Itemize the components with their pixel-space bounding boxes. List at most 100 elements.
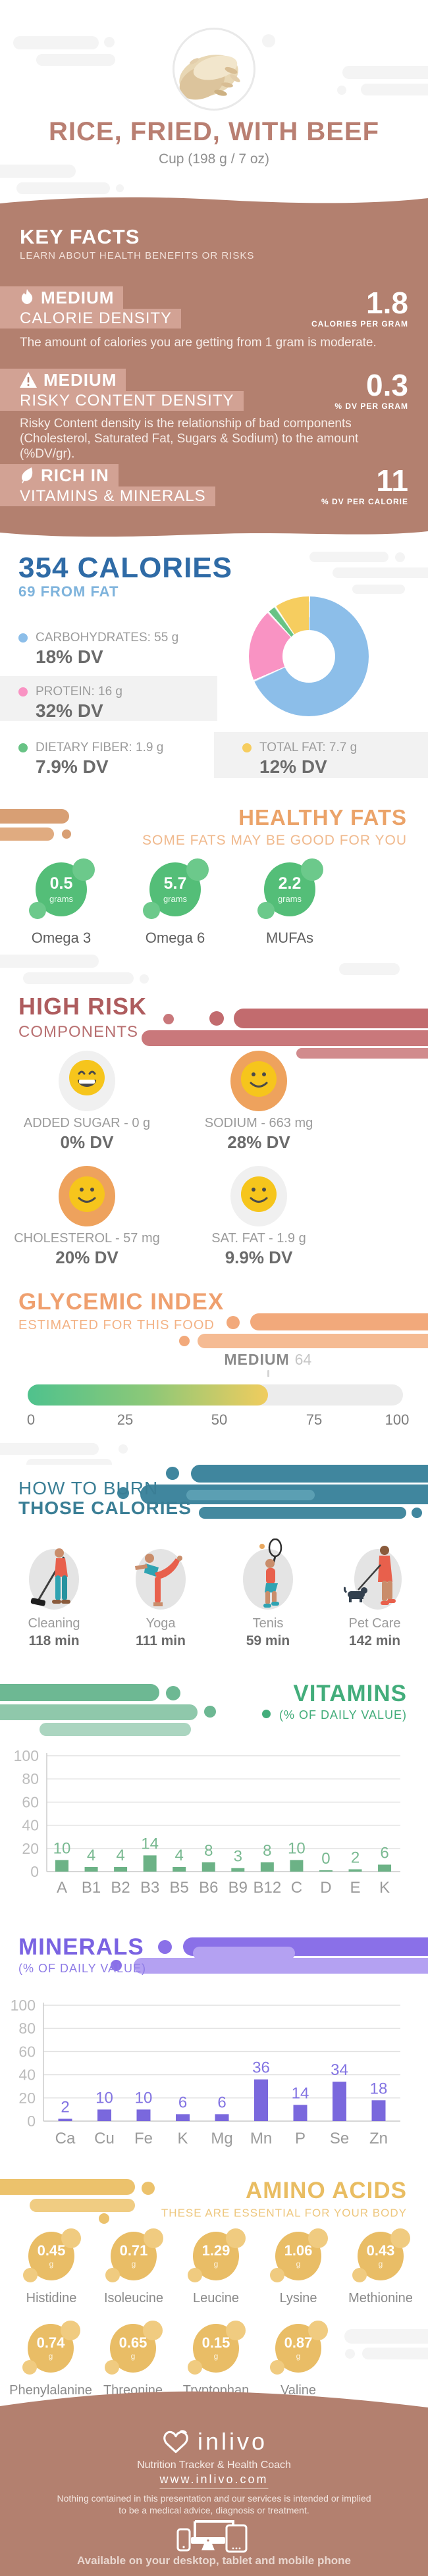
minerals-section: MINERALS (% OF DAILY VALUE) 100 80 60 40 20 0… (0, 1916, 428, 2166)
svg-text:60: 60 (18, 2043, 36, 2060)
availability-text: Available on your desktop, tablet and mo… (77, 2554, 351, 2567)
svg-text:C: C (291, 1879, 302, 1897)
warning-icon (20, 372, 37, 388)
decorative-blob (0, 2179, 135, 2195)
website-link[interactable]: www.inlivo.com (159, 2473, 269, 2489)
activity-cleaning: Cleaning 118 min (1, 1538, 107, 1648)
activity-tennis: Tenis 59 min (215, 1538, 321, 1648)
vitamins-section: VITAMINS (% OF DAILY VALUE) 100 80 60 40 20 0… (0, 1675, 428, 1916)
amino-label: Leucine (192, 2291, 240, 2305)
decorative-blob (296, 1048, 428, 1059)
amino-label: Lysine (279, 2291, 317, 2305)
decorative-blob (0, 809, 69, 824)
amino-blob: 1.06 g (270, 2228, 328, 2282)
footer-section: inlivo Nutrition Tracker & Health Coach … (0, 2391, 428, 2576)
decorative-blob (0, 1684, 159, 1701)
amino-value: 1.06 (284, 2242, 313, 2259)
svg-text:4: 4 (116, 1847, 124, 1864)
fat-label: Omega 3 (31, 930, 92, 946)
glycemic-index-section: GLYCEMIC INDEX ESTIMATED FOR THIS FOOD M… (0, 1284, 428, 1469)
svg-text:2: 2 (61, 2098, 69, 2116)
decorative-blob (191, 1465, 428, 1483)
pet-care-icon (343, 1546, 402, 1610)
gauge-fill (28, 1384, 268, 1406)
risk-item-cholesterol: CHOLESTEROL - 57 mg 20% DV (0, 1165, 192, 1267)
legend-label: CARBOHYDRATES: 55 g (36, 631, 179, 644)
svg-text:6: 6 (178, 2093, 187, 2111)
svg-text:Mg: Mg (211, 2130, 232, 2147)
burn-title-line1: HOW TO BURN (18, 1478, 159, 1498)
svg-text:100: 100 (11, 1997, 36, 2014)
svg-text:10: 10 (135, 2089, 153, 2107)
amino-label: Valine (280, 2383, 317, 2398)
key-facts-section: KEY FACTS LEARN ABOUT HEALTH BENEFITS OR… (0, 196, 428, 540)
legend-label: DIETARY FIBER: 1.9 g (36, 741, 164, 754)
fat-value: 5.7 (163, 874, 187, 893)
amino-unit: g (49, 2259, 54, 2269)
minerals-bar-chart: 100 80 60 40 20 0 2 Ca 10 Cu 10 Fe 6 K 6 Mg 36 Mn 14 P 34 Se 1… (11, 1997, 400, 2147)
disclaimer-text: Nothing contained in this presentation a… (57, 2493, 371, 2515)
svg-text:20: 20 (18, 2090, 36, 2107)
fact-level: MEDIUM (41, 287, 115, 307)
svg-text:8: 8 (204, 1842, 213, 1860)
fact-value: 11 (376, 463, 408, 498)
gauge-scale-50: 50 (211, 1411, 228, 1428)
svg-text:80: 80 (18, 2020, 36, 2037)
flame-icon (20, 289, 34, 306)
svg-text:6: 6 (380, 1844, 388, 1862)
amino-label: Methionine (348, 2291, 413, 2305)
svg-text:8: 8 (263, 1842, 271, 1860)
decorative-blob (262, 1710, 271, 1718)
amino-value: 0.45 (37, 2242, 66, 2259)
amino-value: 0.65 (119, 2334, 147, 2351)
decorative-blob (23, 972, 134, 984)
decorative-blob (0, 828, 54, 841)
calories-from-fat: 69 FROM FAT (18, 583, 119, 600)
amino-value: 0.71 (119, 2242, 148, 2259)
svg-text:Cu: Cu (94, 2130, 115, 2147)
decorative-blob (119, 1444, 128, 1454)
svg-text:0: 0 (27, 2113, 36, 2130)
amino-unit: g (296, 2352, 301, 2361)
donut-hole (282, 630, 335, 683)
risk-label: ADDED SUGAR - 0 g (23, 1116, 151, 1130)
decorative-blob (234, 1009, 428, 1028)
svg-text:B1: B1 (82, 1879, 101, 1897)
svg-text:18: 18 (370, 2080, 388, 2097)
decorative-blob (204, 1706, 216, 1718)
risk-item-sat-fat: SAT. FAT - 1.9 g 9.9% DV (153, 1165, 364, 1267)
fact-unit: CALORIES PER GRAM (311, 319, 408, 329)
decorative-blob (309, 552, 388, 562)
legend-dv: 12% DV (259, 756, 327, 777)
risk-dv: 28% DV (227, 1132, 290, 1152)
amino-label: Histidine (26, 2291, 77, 2305)
legend-label: PROTEIN: 16 g (36, 685, 122, 698)
fact-level-chip: MEDIUM (0, 369, 126, 391)
fact-unit: % DV PER GRAM (334, 402, 408, 411)
amino-unit: g (48, 2352, 53, 2361)
fact-name: VITAMINS & MINERALS (20, 487, 206, 505)
decorative-blob (104, 37, 115, 47)
svg-text:2: 2 (351, 1849, 360, 1866)
fact-value: 1.8 (366, 286, 408, 320)
decorative-blob (62, 829, 71, 839)
amino-acids-subtitle: THESE ARE ESSENTIAL FOR YOUR BODY (161, 2207, 407, 2219)
yoga-icon (134, 1549, 186, 1610)
legend-dot (18, 687, 28, 697)
header-section: RICE, FRIED, WITH BEEF Cup (198 g / 7 oz… (0, 0, 428, 201)
fact-level: RICH IN (41, 465, 109, 485)
gauge-reading: MEDIUM 64 (224, 1351, 311, 1369)
svg-text:40: 40 (18, 2066, 36, 2084)
amino-acids-title: AMINO ACIDS (246, 2178, 407, 2203)
svg-text:40: 40 (22, 1817, 39, 1834)
decorative-blob (352, 585, 405, 594)
vitamins-subtitle: (% OF DAILY VALUE) (279, 1708, 407, 1722)
minerals-subtitle: (% OF DAILY VALUE) (18, 1962, 147, 1975)
gauge-level: MEDIUM (224, 1351, 290, 1368)
fact-name-chip: VITAMINS & MINERALS (0, 486, 215, 506)
decorative-blob (158, 1940, 172, 1954)
gauge-scale-0: 0 (26, 1411, 36, 1428)
amino-value: 0.74 (36, 2334, 65, 2351)
fact-description: Risky Content density is the relationshi… (20, 417, 359, 461)
amino-blob: 0.43 g (352, 2228, 410, 2282)
